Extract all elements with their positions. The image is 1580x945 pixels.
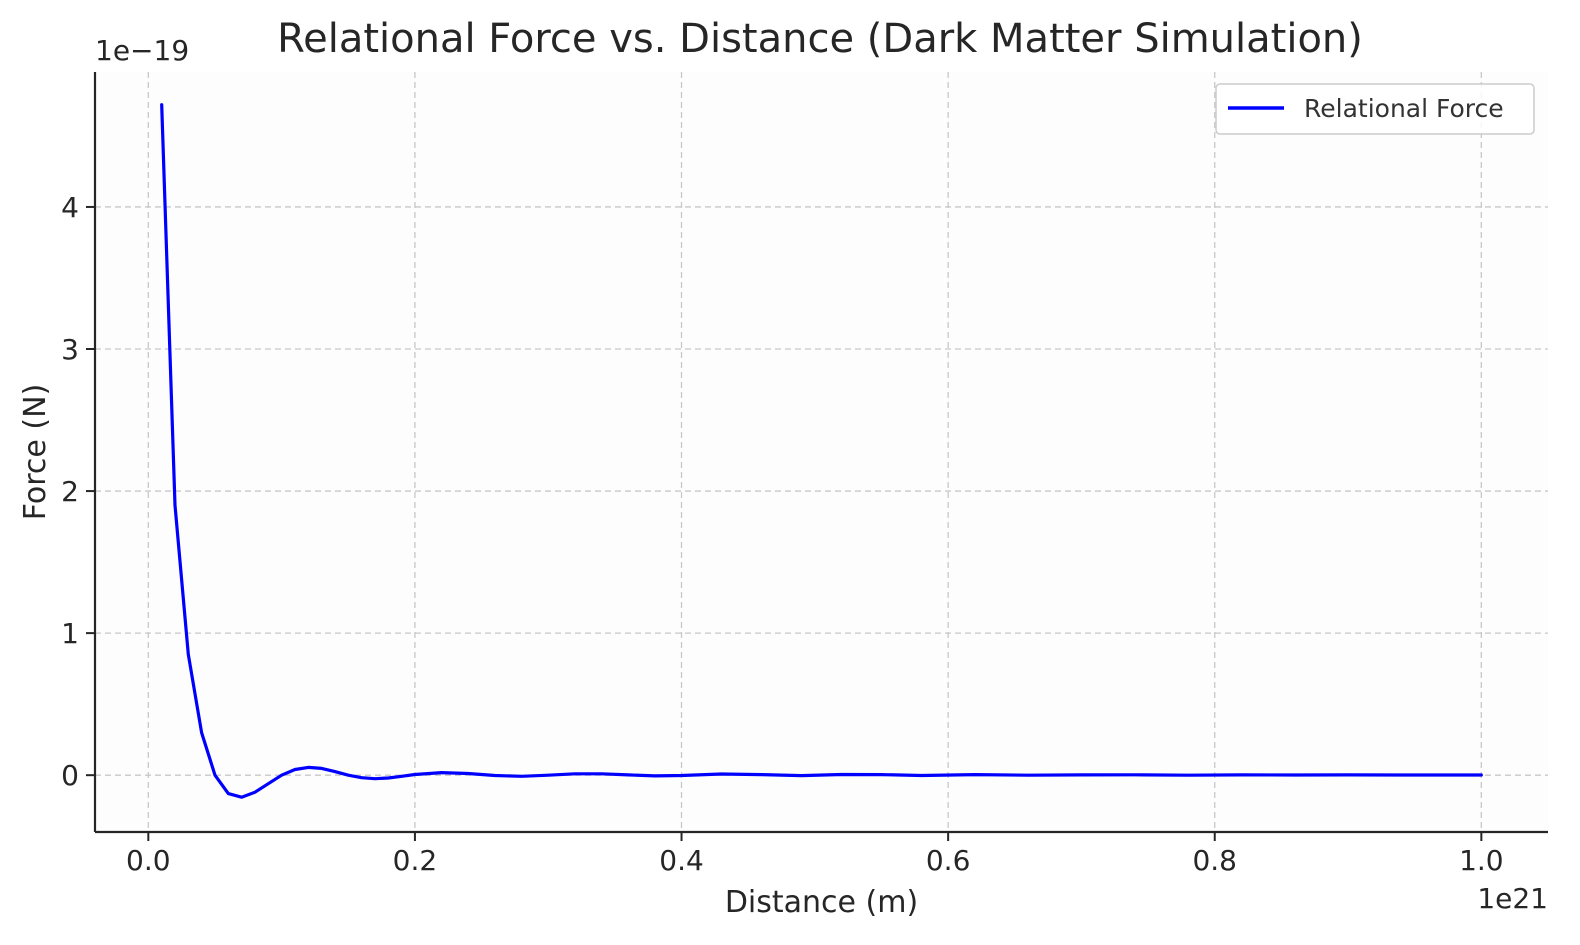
ticks: 0.0 0.2 0.4 0.6 0.8 1.0 0 1 2 3 4 <box>61 191 1503 877</box>
x-axis-offset-label: 1e21 <box>1477 882 1548 915</box>
x-axis-label: Distance (m) <box>725 885 918 920</box>
y-tick-label: 1 <box>61 617 79 650</box>
legend-box <box>1215 83 1535 135</box>
y-tick-label: 3 <box>61 333 79 366</box>
x-tick-label: 0.8 <box>1192 844 1237 877</box>
y-axis-offset-label: 1e−19 <box>95 34 189 67</box>
x-tick-label: 0.4 <box>659 844 704 877</box>
series-line-relational-force <box>160 103 1483 799</box>
x-tick-label: 0.6 <box>926 844 971 877</box>
y-axis-label: Force (N) <box>18 384 53 521</box>
legend: Relational Force <box>1215 83 1535 135</box>
series-layer <box>160 103 1483 799</box>
grid-lines <box>95 72 1548 832</box>
y-tick-label: 2 <box>61 475 79 508</box>
legend-label-relational-force: Relational Force <box>1304 94 1504 123</box>
x-tick-label: 0.0 <box>126 844 171 877</box>
y-tick-label: 4 <box>61 191 79 224</box>
x-tick-label: 0.2 <box>393 844 438 877</box>
plot-area <box>95 72 1548 832</box>
y-tick-label: 0 <box>61 759 79 792</box>
chart-title: Relational Force vs. Distance (Dark Matt… <box>277 16 1363 62</box>
axes <box>93 72 1548 834</box>
x-tick-label: 1.0 <box>1459 844 1504 877</box>
